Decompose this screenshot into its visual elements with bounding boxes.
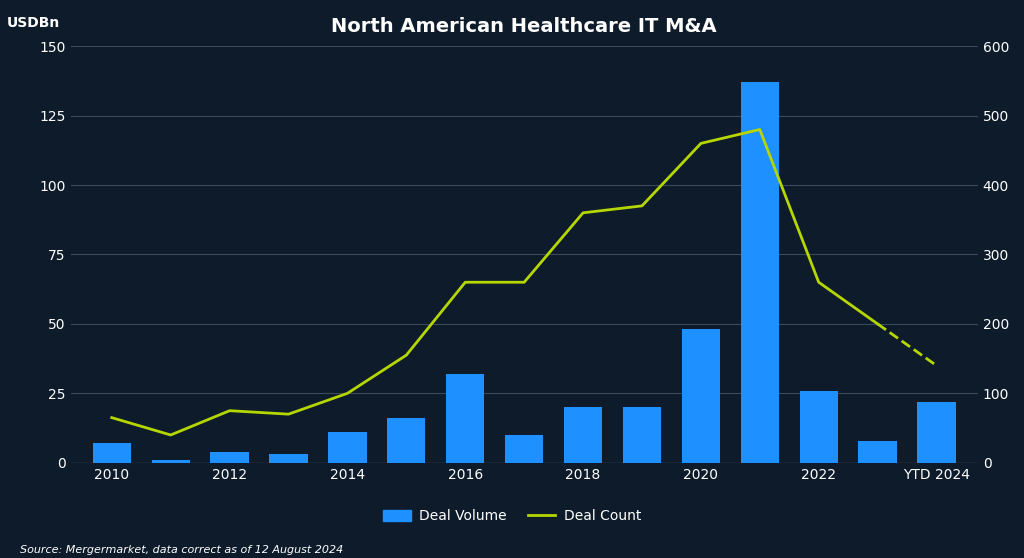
Bar (740, 82, 779, 463)
Bar (858, 441, 897, 463)
Bar (211, 451, 249, 463)
Bar (623, 407, 662, 463)
Bar (918, 402, 955, 463)
Bar (505, 435, 544, 463)
Text: Source: Mergermarket, data correct as of 12 August 2024: Source: Mergermarket, data correct as of… (20, 545, 344, 555)
Bar (446, 374, 484, 463)
Bar (329, 432, 367, 463)
Text: USDBn: USDBn (7, 16, 60, 30)
Bar (682, 329, 720, 463)
Bar (269, 454, 307, 463)
Bar (387, 418, 426, 463)
Bar (92, 443, 131, 463)
Bar (564, 407, 602, 463)
Legend: Deal Volume, Deal Count: Deal Volume, Deal Count (378, 504, 646, 529)
Bar (152, 460, 189, 463)
Title: North American Healthcare IT M&A: North American Healthcare IT M&A (332, 17, 717, 36)
Bar (800, 391, 838, 463)
